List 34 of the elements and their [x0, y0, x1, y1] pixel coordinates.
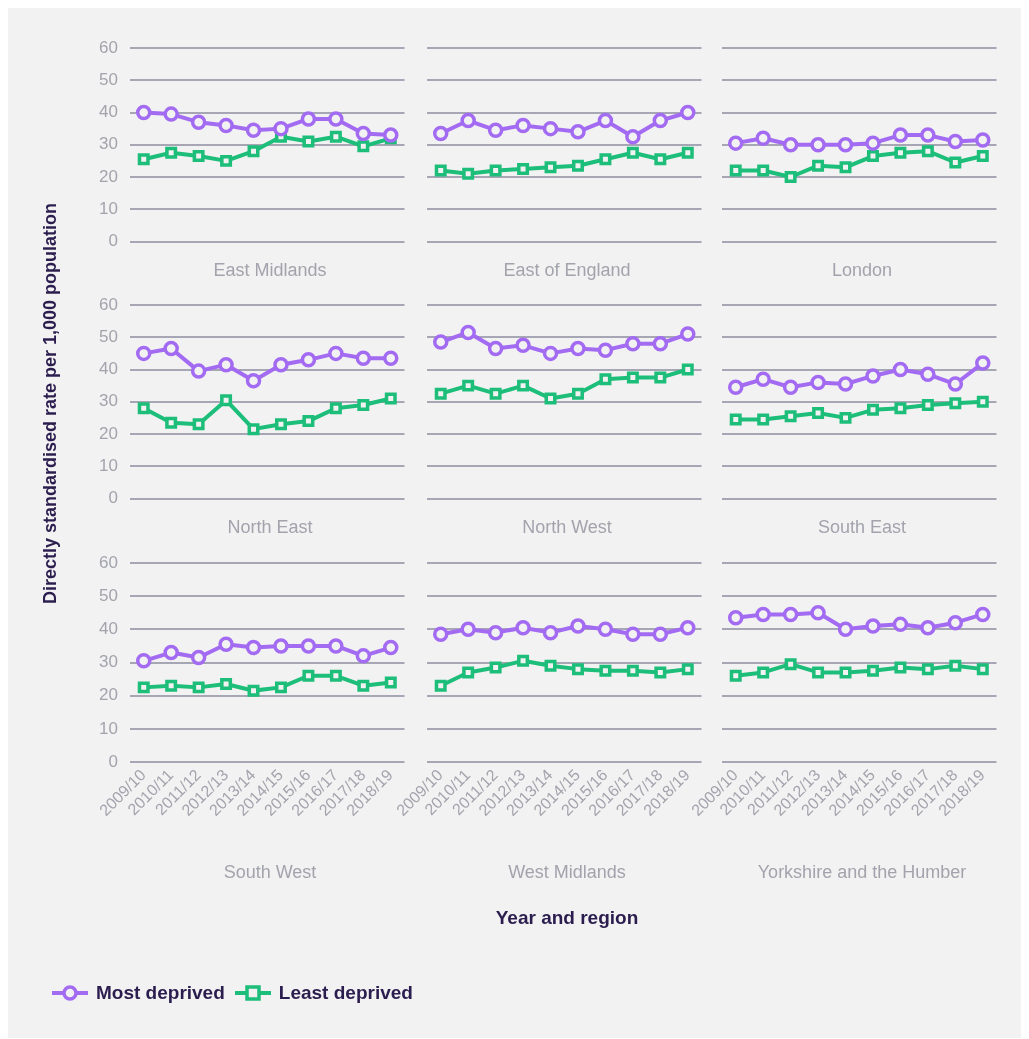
text: East Midlands [212, 260, 328, 281]
legend-label: Least deprived [278, 982, 413, 1004]
text: North East [226, 517, 314, 538]
text: West Midlands [508, 862, 626, 882]
text: South East [816, 517, 908, 538]
text: East of England [502, 260, 632, 281]
y-tick-label: 10 [99, 718, 118, 738]
y-tick-label: 10 [99, 455, 118, 475]
text: Yorkshire and the Humber [756, 862, 968, 883]
y-tick-label: 30 [99, 134, 118, 154]
y-tick-label: 0 [108, 751, 118, 771]
y-tick-label: 20 [99, 423, 118, 443]
text: South West [222, 862, 318, 883]
y-tick-label: 50 [99, 69, 118, 89]
y-tick-label: 30 [99, 652, 118, 672]
text: North West [521, 517, 613, 538]
y-tick-label: 40 [99, 359, 118, 379]
x-axis-title: Year and region [494, 907, 640, 929]
legend-label: Most deprived [96, 982, 225, 1004]
y-tick-label: 30 [99, 391, 118, 411]
y-tick-label: 20 [99, 685, 118, 705]
y-tick-label: 60 [99, 294, 118, 314]
y-tick-label: 10 [99, 198, 118, 218]
y-axis-title: Directly standardised rate per 1,000 population [39, 201, 61, 606]
y-tick-label: 40 [99, 619, 118, 639]
y-tick-label: 60 [99, 37, 118, 57]
y-tick-label: 50 [99, 585, 118, 605]
y-tick-label: 0 [108, 488, 118, 508]
y-tick-label: 50 [99, 326, 118, 346]
y-tick-label: 20 [99, 166, 118, 186]
y-tick-label: 40 [99, 102, 118, 122]
y-tick-label: 60 [99, 552, 118, 572]
y-tick-label: 0 [108, 231, 118, 251]
text: London [830, 260, 894, 281]
